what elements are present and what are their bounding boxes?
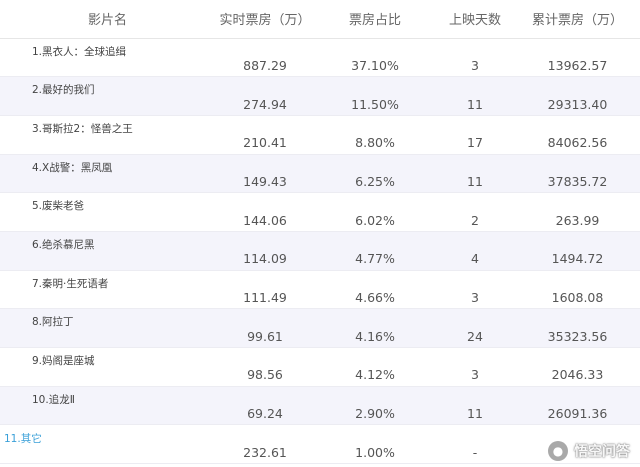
table-row[interactable]: 4.X战警：黑凤凰 149.43 6.25% 11 37835.72	[0, 154, 640, 194]
cell-total-box-office: 29313.40	[515, 76, 640, 116]
cell-realtime-box-office: 149.43	[215, 154, 315, 194]
cell-realtime-box-office: 69.24	[215, 386, 315, 426]
cell-movie-name[interactable]: 7.秦明·生死语者	[0, 270, 215, 310]
cell-release-days: -	[435, 424, 515, 465]
cell-total-box-office: 1494.72	[515, 231, 640, 271]
table-row[interactable]: 5.废柴老爸 144.06 6.02% 2 263.99	[0, 192, 640, 232]
cell-release-days: 3	[435, 270, 515, 310]
cell-total-box-office: 84062.56	[515, 115, 640, 155]
speech-bubble-icon: ●	[548, 441, 568, 461]
cell-movie-name[interactable]: 2.最好的我们	[0, 76, 215, 116]
cell-movie-name[interactable]: 5.废柴老爸	[0, 192, 215, 232]
cell-total-box-office: 263.99	[515, 192, 640, 232]
cell-box-office-share: 1.00%	[315, 424, 435, 465]
header-box-office-share[interactable]: 票房占比	[315, 0, 435, 39]
table-row[interactable]: 1.黑衣人：全球追缉 887.29 37.10% 3 13962.57	[0, 38, 640, 78]
cell-total-box-office: 1608.08	[515, 270, 640, 310]
cell-release-days: 11	[435, 154, 515, 194]
table-row[interactable]: 6.绝杀慕尼黑 114.09 4.77% 4 1494.72	[0, 231, 640, 271]
cell-movie-name[interactable]: 10.追龙Ⅱ	[0, 386, 215, 426]
table-body: 1.黑衣人：全球追缉 887.29 37.10% 3 13962.57 2.最好的我们 27…	[0, 38, 640, 465]
cell-movie-name[interactable]: 9.妈阁是座城	[0, 347, 215, 387]
cell-release-days: 3	[435, 38, 515, 78]
cell-box-office-share: 11.50%	[315, 76, 435, 116]
cell-realtime-box-office: 144.06	[215, 192, 315, 232]
table-row[interactable]: 2.最好的我们 274.94 11.50% 11 29313.40	[0, 76, 640, 116]
cell-realtime-box-office: 274.94	[215, 76, 315, 116]
cell-release-days: 24	[435, 308, 515, 348]
cell-box-office-share: 6.25%	[315, 154, 435, 194]
cell-box-office-share: 37.10%	[315, 38, 435, 78]
cell-movie-name[interactable]: 3.哥斯拉2：怪兽之王	[0, 115, 215, 155]
cell-realtime-box-office: 114.09	[215, 231, 315, 271]
cell-total-box-office: 26091.36	[515, 386, 640, 426]
cell-total-box-office: 37835.72	[515, 154, 640, 194]
cell-total-box-office: 35323.56	[515, 308, 640, 348]
cell-box-office-share: 4.12%	[315, 347, 435, 387]
cell-box-office-share: 4.16%	[315, 308, 435, 348]
cell-realtime-box-office: 210.41	[215, 115, 315, 155]
cell-release-days: 17	[435, 115, 515, 155]
table-row[interactable]: 7.秦明·生死语者 111.49 4.66% 3 1608.08	[0, 270, 640, 310]
cell-realtime-box-office: 99.61	[215, 308, 315, 348]
watermark: ● 悟空问答	[548, 441, 630, 461]
header-release-days[interactable]: 上映天数	[435, 0, 515, 39]
table-header: 影片名 实时票房（万） 票房占比 上映天数 累计票房（万）	[0, 0, 640, 39]
cell-box-office-share: 4.66%	[315, 270, 435, 310]
cell-total-box-office: 13962.57	[515, 38, 640, 78]
cell-realtime-box-office: 98.56	[215, 347, 315, 387]
table-row[interactable]: 8.阿拉丁 99.61 4.16% 24 35323.56	[0, 308, 640, 348]
cell-realtime-box-office: 232.61	[215, 424, 315, 465]
cell-release-days: 2	[435, 192, 515, 232]
table-row[interactable]: 11.其它 232.61 1.00% -	[0, 424, 640, 465]
cell-total-box-office	[515, 424, 640, 465]
cell-movie-name[interactable]: 1.黑衣人：全球追缉	[0, 38, 215, 78]
cell-release-days: 11	[435, 386, 515, 426]
header-total-box-office[interactable]: 累计票房（万）	[515, 0, 640, 39]
cell-movie-name[interactable]: 8.阿拉丁	[0, 308, 215, 348]
header-row: 影片名 实时票房（万） 票房占比 上映天数 累计票房（万）	[0, 0, 640, 39]
cell-release-days: 3	[435, 347, 515, 387]
header-realtime-box-office[interactable]: 实时票房（万）	[215, 0, 315, 39]
cell-movie-name[interactable]: 6.绝杀慕尼黑	[0, 231, 215, 271]
watermark-text: 悟空问答	[574, 444, 630, 460]
cell-box-office-share: 4.77%	[315, 231, 435, 271]
table-row[interactable]: 10.追龙Ⅱ 69.24 2.90% 11 26091.36	[0, 386, 640, 426]
table-row[interactable]: 9.妈阁是座城 98.56 4.12% 3 2046.33	[0, 347, 640, 387]
header-movie-name[interactable]: 影片名	[0, 0, 215, 39]
cell-movie-name[interactable]: 11.其它	[0, 424, 215, 465]
cell-movie-name[interactable]: 4.X战警：黑凤凰	[0, 154, 215, 194]
cell-total-box-office: 2046.33	[515, 347, 640, 387]
cell-release-days: 4	[435, 231, 515, 271]
table-row[interactable]: 3.哥斯拉2：怪兽之王 210.41 8.80% 17 84062.56	[0, 115, 640, 155]
cell-release-days: 11	[435, 76, 515, 116]
cell-box-office-share: 6.02%	[315, 192, 435, 232]
cell-box-office-share: 2.90%	[315, 386, 435, 426]
cell-box-office-share: 8.80%	[315, 115, 435, 155]
cell-realtime-box-office: 111.49	[215, 270, 315, 310]
cell-realtime-box-office: 887.29	[215, 38, 315, 78]
